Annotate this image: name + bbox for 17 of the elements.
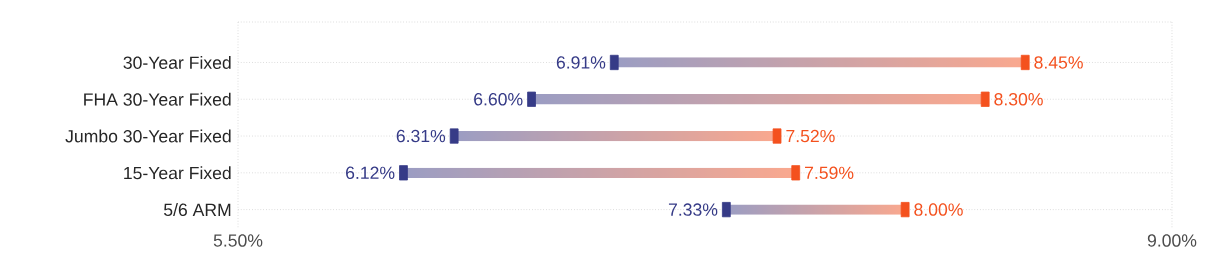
data-label: 8.00% (914, 203, 963, 216)
data-label: 6.12% (346, 166, 395, 180)
data-label: 8.30% (994, 93, 1043, 106)
x-tick-label: 5.50% (213, 234, 263, 247)
data-label: 6.31% (396, 129, 446, 143)
data-label: 7.59% (805, 166, 854, 180)
y-tick-label: Jumbo 30-Year Fixed (65, 129, 231, 143)
y-tick-label: 15-Year Fixed (124, 166, 231, 180)
y-tick-label: 30-Year Fixed (123, 56, 231, 69)
data-label: 7.33% (668, 203, 718, 216)
data-label: 6.60% (474, 93, 523, 106)
x-tick-label: 9.00% (1147, 234, 1197, 247)
data-label: 7.52% (786, 129, 835, 143)
data-label: 6.91% (556, 56, 606, 69)
y-tick-label: 5/6 ARM (163, 203, 231, 217)
y-tick-label: FHA 30-Year Fixed (84, 92, 231, 106)
data-label: 8.45% (1034, 56, 1083, 69)
